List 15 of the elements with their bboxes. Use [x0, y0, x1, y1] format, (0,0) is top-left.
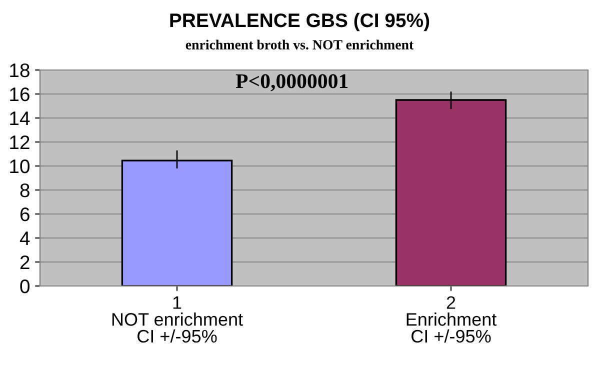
chart-subtitle: enrichment broth vs. NOT enrichment [186, 40, 414, 50]
x-tick-label: 2 Enrichment CI +/-95% [406, 296, 497, 343]
y-tick-label: 16 [10, 87, 30, 102]
chart-title: PREVALENCE GBS (CI 95%) [170, 12, 430, 32]
y-tick-label: 8 [20, 183, 30, 198]
y-tick-label: 12 [10, 135, 30, 150]
y-tick-label: 6 [20, 207, 30, 222]
y-tick-label: 0 [20, 279, 30, 294]
y-tick-label: 10 [10, 159, 30, 174]
x-tick-label: 1 NOT enrichment CI +/-95% [112, 296, 243, 343]
annotation: P<0,0000001 [236, 74, 348, 92]
y-tick-label: 18 [10, 63, 30, 78]
y-tick-label: 4 [20, 232, 30, 246]
y-tick-label: 2 [20, 255, 30, 270]
y-tick-label: 14 [10, 112, 30, 126]
